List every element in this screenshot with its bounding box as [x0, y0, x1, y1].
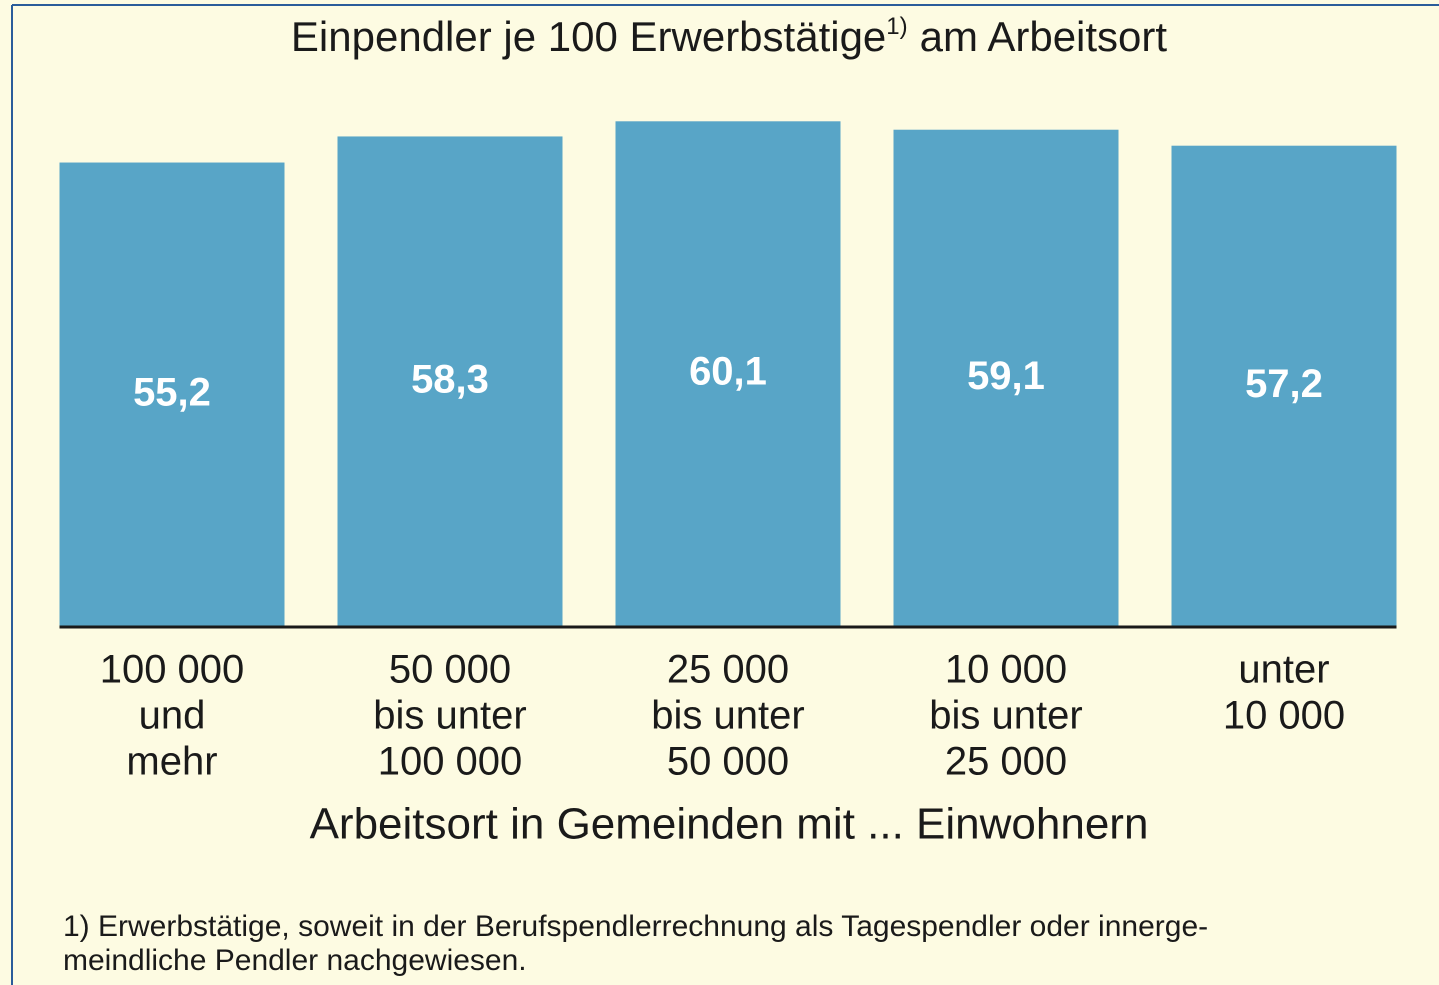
- x-tick-label: bis unter: [373, 694, 526, 738]
- x-tick-label: 10 000: [1223, 694, 1345, 738]
- footnote: meindliche Pendler nachgewiesen.: [63, 944, 527, 977]
- title-text: am Arbeitsort: [920, 13, 1168, 60]
- title-text: Einpendler je 100 Erwerbstätige: [291, 13, 886, 60]
- x-tick-label: 50 000: [389, 648, 511, 692]
- x-tick-label: 100 000: [100, 648, 245, 692]
- x-tick-label: 10 000: [945, 648, 1067, 692]
- bar: [615, 121, 841, 628]
- footnote: 1) Erwerbstätige, soweit in der Berufspe…: [63, 910, 1208, 943]
- value-label: 58,3: [411, 357, 489, 401]
- x-tick-label: 25 000: [945, 740, 1067, 784]
- x-tick-label: und: [139, 694, 206, 738]
- value-label: 55,2: [133, 370, 211, 414]
- value-label: 59,1: [967, 354, 1045, 398]
- x-tick-label: 100 000: [378, 740, 523, 784]
- x-tick-label: bis unter: [929, 694, 1082, 738]
- bar: [59, 162, 285, 627]
- x-axis-label: Arbeitsort in Gemeinden mit ... Einwohne…: [310, 800, 1149, 849]
- bar: [337, 136, 563, 627]
- chart-title: Einpendler je 100 Erwerbstätige1) am Arbe…: [291, 13, 1167, 60]
- bar: [1171, 145, 1397, 627]
- value-label: 60,1: [689, 350, 767, 394]
- bar: [893, 129, 1119, 628]
- title-footnote-mark: 1): [886, 13, 907, 40]
- x-tick-label: mehr: [126, 740, 217, 784]
- x-tick-label: unter: [1238, 648, 1329, 692]
- x-tick-label: 25 000: [667, 648, 789, 692]
- x-tick-label: bis unter: [651, 694, 804, 738]
- value-label: 57,2: [1245, 362, 1323, 406]
- x-tick-label: 50 000: [667, 740, 789, 784]
